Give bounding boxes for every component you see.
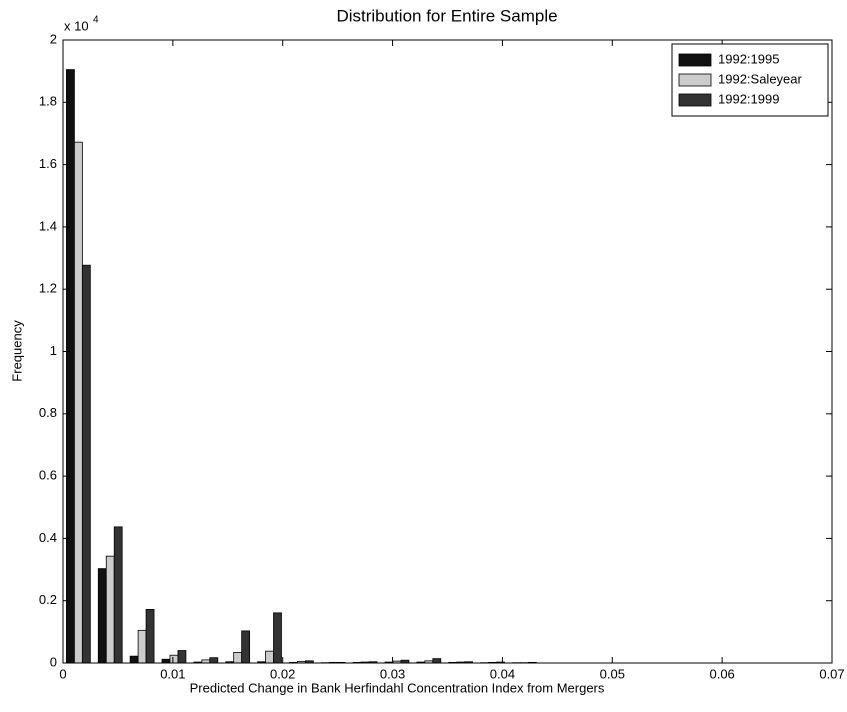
x-tick-label: 0.04 [490,666,515,681]
legend-swatch [678,53,712,67]
legend-label: 1992:1999 [718,91,779,106]
legend-swatch [678,73,712,87]
bar [105,555,115,664]
plot-frame [62,39,833,664]
bar [273,612,282,664]
x-tick-label: 0.03 [380,666,405,681]
y-tick-label: 1.6 [39,156,57,171]
bar [241,630,251,664]
bar [209,657,219,664]
bar [113,526,123,664]
y-tick-label: 0 [50,654,57,669]
x-tick-label: 0.01 [160,666,185,681]
legend-label: 1992:Saleyear [718,71,803,86]
bar [81,264,91,664]
y-tick-label: 0.2 [39,592,57,607]
bar [265,650,274,664]
chart-title: Distribution for Entire Sample [336,6,557,25]
legend-swatch [678,93,712,107]
bar [73,141,83,664]
x-tick-label: 0.07 [819,666,844,681]
x-tick-label: 0.06 [709,666,734,681]
y-tick-label: 1.8 [39,94,57,109]
bar [432,658,442,664]
y-tick-label: 1.4 [39,218,57,233]
bar [129,655,139,664]
x-tick-label: 0.05 [600,666,625,681]
bar [145,609,155,664]
y-tick-label: 2 [50,31,57,46]
bar [177,650,187,664]
y-tick-label: 1 [50,343,57,358]
bar [169,654,179,664]
y-multiplier-exponent: 4 [93,15,99,26]
bar [137,629,147,664]
y-tick-label: 0.8 [39,405,57,420]
bar [233,652,243,664]
y-tick-label: 0.6 [39,468,57,483]
bar [161,658,171,664]
legend-label: 1992:1995 [718,51,779,66]
bar [97,568,107,664]
x-tick-label: 0 [59,666,66,681]
y-multiplier: x 10 [64,18,89,33]
y-tick-label: 0.4 [39,530,57,545]
y-tick-label: 1.2 [39,281,57,296]
x-tick-label: 0.02 [270,666,295,681]
y-axis-label: Frequency [9,320,24,382]
x-axis-label: Predicted Change in Bank Herfindahl Conc… [190,680,605,695]
bar [66,69,75,664]
